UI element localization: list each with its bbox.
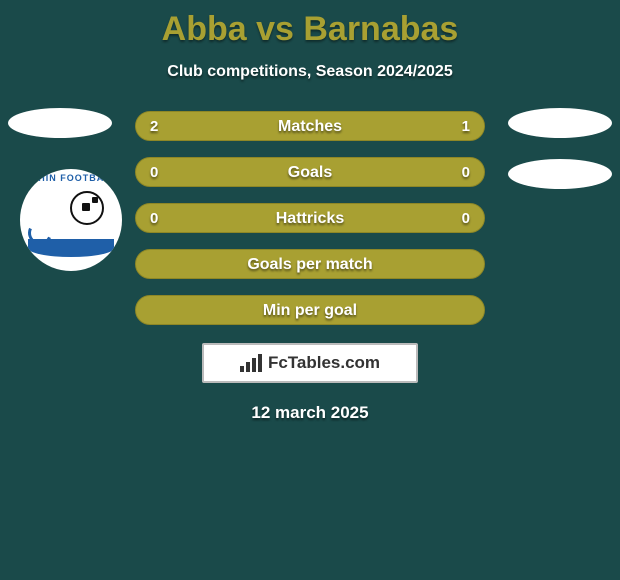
fctables-badge[interactable]: FcTables.com [202,343,418,383]
soccer-ball-icon [70,191,104,225]
stat-label: Goals per match [247,256,372,273]
sea-shape [28,239,114,257]
right-player-placeholder-2 [508,159,612,189]
stat-row: Min per goal [135,295,485,325]
badge-text: FcTables.com [268,353,380,373]
page-subtitle: Club competitions, Season 2024/2025 [0,63,620,81]
stat-left-value: 2 [150,112,158,141]
stat-label: Min per goal [263,302,357,319]
left-player-placeholder [8,108,112,138]
right-player-placeholder-1 [508,108,612,138]
stat-row: Goals per match [135,249,485,279]
page-title: Abba vs Barnabas [0,0,620,49]
stat-label: Goals [288,164,332,181]
stat-right-value: 1 [462,112,470,141]
stat-label: Hattricks [276,210,344,227]
comparison-area: PHIN FOOTBAL 2 1 Matches 0 0 Goals 0 0 Hattricks… [0,111,620,423]
left-club-logo: PHIN FOOTBAL [20,169,122,271]
stat-bars: 2 1 Matches 0 0 Goals 0 0 Hattricks Goals per mat… [135,111,485,325]
stat-left-value: 0 [150,204,158,233]
stat-row: 0 0 Hattricks [135,203,485,233]
stat-row: 2 1 Matches [135,111,485,141]
stat-left-value: 0 [150,158,158,187]
stat-right-value: 0 [462,158,470,187]
club-logo-text: PHIN FOOTBAL [31,173,111,183]
stat-row: 0 0 Goals [135,157,485,187]
date-text: 12 march 2025 [0,403,620,423]
stat-label: Matches [278,118,342,135]
bar-chart-icon [240,354,262,372]
stat-right-value: 0 [462,204,470,233]
